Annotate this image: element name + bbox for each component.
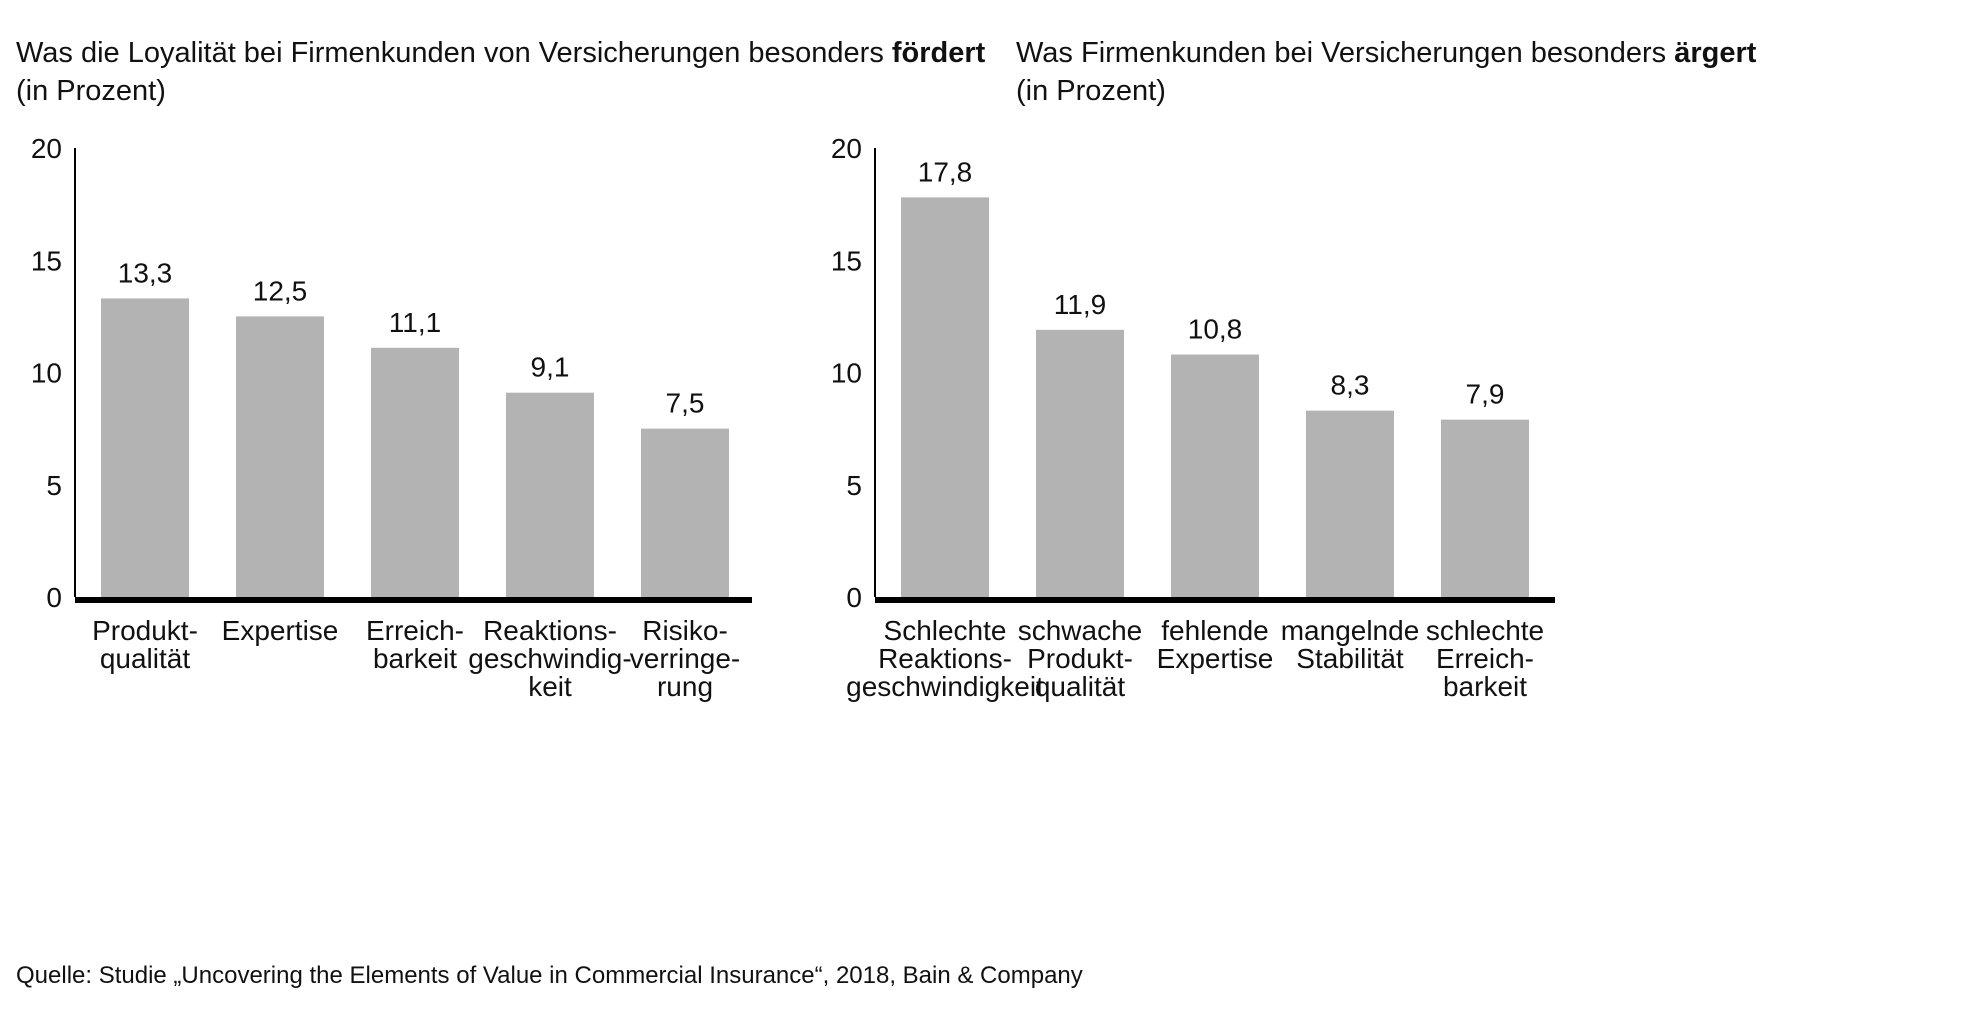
source-note: Quelle: Studie „Uncovering the Elements …: [16, 962, 1083, 989]
data-label: 17,8: [918, 156, 973, 187]
x-category-label-line: qualität: [100, 643, 191, 674]
x-category-label-line: Erreich-: [366, 615, 464, 646]
loyalty-chart-subtitle: (in Prozent): [16, 75, 166, 107]
y-tick-label: 5: [46, 470, 62, 501]
x-category-label-line: Expertise: [222, 615, 339, 646]
x-category-label-line: geschwindig-: [468, 643, 631, 674]
x-category-label-line: schlechte: [1426, 615, 1544, 646]
x-category-label-line: Expertise: [1157, 643, 1274, 674]
y-tick-label: 10: [831, 358, 862, 389]
bar: [371, 347, 459, 597]
y-tick-label: 0: [846, 582, 862, 613]
y-tick-label: 20: [31, 133, 62, 164]
data-label: 11,9: [1054, 289, 1106, 320]
x-category-label-line: qualität: [1035, 671, 1126, 702]
annoyance-chart-panel: Was Firmenkunden bei Versicherungen beso…: [831, 0, 1982, 940]
x-category-label-line: Reaktions-: [878, 643, 1012, 674]
bar: [101, 298, 189, 597]
annoyance-bar-chart: 0 5 10 15 20 17,8 Schlechte Reaktions-geschwind…: [831, 133, 1555, 702]
x-category-label-line: keit: [528, 671, 572, 702]
annoyance-chart-subtitle: (in Prozent): [1016, 75, 1166, 107]
data-label: 7,5: [666, 388, 705, 419]
x-category-label-line: verringe-: [630, 643, 740, 674]
x-category-label: Erreich-barkeit: [366, 615, 464, 674]
bar: [1441, 419, 1529, 597]
data-label: 9,1: [531, 352, 570, 383]
x-axis-line: [875, 597, 1555, 603]
x-category-label: Expertise: [222, 615, 339, 646]
annoyance-chart-title-prefix: Was Firmenkunden bei Versicherungen beso…: [1016, 37, 1675, 69]
x-category-label-line: Schlechte: [884, 615, 1007, 646]
x-category-label-line: Erreich-: [1436, 643, 1534, 674]
y-tick-label: 10: [31, 358, 62, 389]
x-axis-line: [75, 597, 752, 603]
x-category-label-line: barkeit: [1443, 671, 1527, 702]
x-category-label: mangelnde Stabilität: [1281, 615, 1420, 674]
x-category-label: schlechte Erreich-barkeit: [1426, 615, 1544, 702]
x-category-label-line: mangelnde: [1281, 615, 1420, 646]
x-category-label: fehlende Expertise: [1157, 615, 1274, 674]
y-tick-label: 20: [831, 133, 862, 164]
bar: [1171, 354, 1259, 597]
x-category-label: Schlechte Reaktions-geschwindigkeit: [846, 615, 1044, 702]
x-category-label-line: Produkt-: [1027, 643, 1133, 674]
x-category-label: Reaktions-geschwindig-keit: [468, 615, 631, 702]
x-category-label-line: Risiko-: [642, 615, 728, 646]
y-tick-label: 15: [831, 245, 862, 276]
y-tick-label: 5: [846, 470, 862, 501]
loyalty-chart-title-emphasis: fördert: [891, 37, 986, 69]
x-category-label-line: Produkt-: [92, 615, 198, 646]
x-category-label-line: barkeit: [373, 643, 457, 674]
x-category-label-line: schwache: [1018, 615, 1143, 646]
x-category-label: Produkt-qualität: [92, 615, 198, 674]
x-category-label-line: geschwindigkeit: [846, 671, 1044, 702]
bar: [1306, 410, 1394, 597]
loyalty-bar-chart: 0 5 10 15 20 13,3 Produkt-qualität 12,5 Expertis…: [31, 133, 752, 702]
bar: [641, 428, 729, 597]
x-category-label-line: Reaktions-: [483, 615, 617, 646]
data-label: 12,5: [253, 275, 308, 306]
x-category-label-line: fehlende: [1161, 615, 1268, 646]
annoyance-chart-title: Was Firmenkunden bei Versicherungen beso…: [1016, 34, 1756, 110]
data-label: 8,3: [1331, 370, 1370, 401]
loyalty-chart-title-prefix: Was die Loyalität bei Firmenkunden von V…: [16, 37, 892, 69]
x-category-label: Risiko-verringe-rung: [630, 615, 740, 702]
bar: [506, 392, 594, 597]
loyalty-chart-title: Was die Loyalität bei Firmenkunden von V…: [16, 34, 985, 110]
x-category-label-line: Stabilität: [1296, 643, 1404, 674]
y-tick-label: 15: [31, 245, 62, 276]
loyalty-chart-panel: Was die Loyalität bei Firmenkunden von V…: [0, 0, 1000, 940]
annoyance-chart-title-emphasis: ärgert: [1674, 37, 1757, 69]
bar: [236, 316, 324, 597]
data-label: 10,8: [1188, 314, 1243, 345]
x-category-label: schwache Produkt-qualität: [1018, 615, 1143, 702]
y-tick-label: 0: [46, 582, 62, 613]
bar: [901, 197, 989, 597]
data-label: 13,3: [118, 257, 173, 288]
x-category-label-line: rung: [657, 671, 713, 702]
data-label: 7,9: [1466, 379, 1505, 410]
data-label: 11,1: [389, 307, 441, 338]
bar: [1036, 329, 1124, 597]
